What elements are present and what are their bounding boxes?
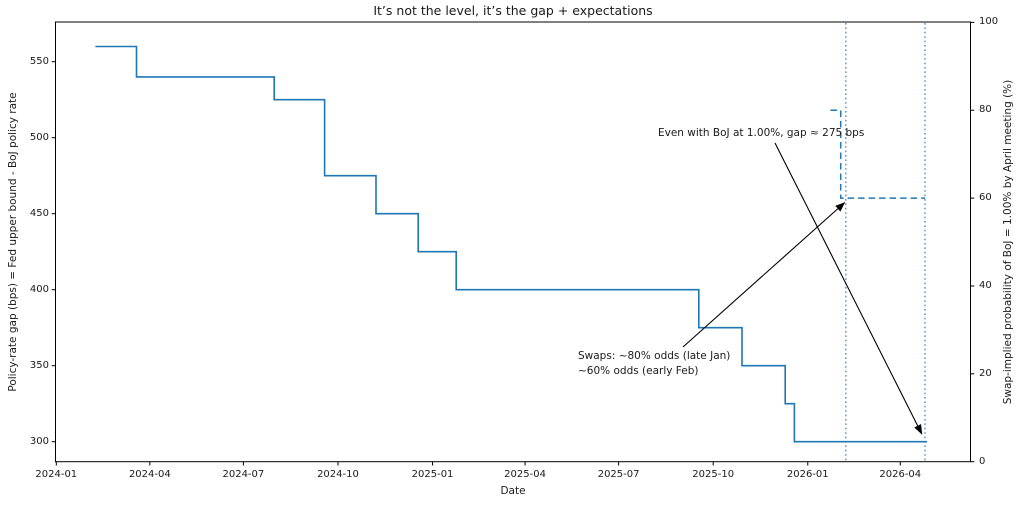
x-tick-label: 2024-10 xyxy=(317,469,359,480)
annotation-swap-odds-line1: Swaps: ~80% odds (late Jan) xyxy=(578,350,731,362)
y-left-tick-label: 350 xyxy=(29,359,49,371)
annotation-arrow xyxy=(682,202,846,348)
y-right-tick-label: 80 xyxy=(979,104,992,116)
y-left-tick-label: 400 xyxy=(29,283,49,295)
plot-border xyxy=(55,21,971,463)
y-right-tick-label: 20 xyxy=(979,367,992,379)
y-left-axis-label: Policy-rate gap (bps) = Fed upper bound … xyxy=(7,92,19,392)
y-right-tick-label: 100 xyxy=(979,16,999,28)
y-right-tick-label: 0 xyxy=(979,455,986,467)
y-left-tick-label: 550 xyxy=(29,55,49,67)
x-tick-label: 2025-10 xyxy=(692,469,735,480)
x-tick-label: 2025-01 xyxy=(411,469,454,480)
y-left-tick-label: 300 xyxy=(29,435,49,447)
x-tick-label: 2024-07 xyxy=(222,469,265,480)
x-tick-label: 2024-04 xyxy=(128,469,171,480)
y-right-tick-label: 40 xyxy=(979,279,992,291)
x-tick-label: 2025-07 xyxy=(597,469,640,480)
x-tick-label: 2026-01 xyxy=(786,469,829,480)
x-tick-label: 2026-04 xyxy=(879,469,922,480)
y-right-tick-label: 60 xyxy=(979,192,992,204)
annotation-swap-odds-line2: ~60% odds (early Feb) xyxy=(578,365,699,377)
annotation-gap-275bps: Even with BoJ at 1.00%, gap ≈ 275 bps xyxy=(658,127,865,139)
series-swap-probability-dashed xyxy=(830,109,925,199)
y-left-tick-label: 500 xyxy=(29,131,49,143)
y-right-axis-label: Swap-implied probability of BoJ = 1.00% … xyxy=(1002,79,1014,405)
x-tick-label: 2024-01 xyxy=(35,469,78,480)
chart-title: It’s not the level, it’s the gap + expec… xyxy=(373,3,653,18)
series-policy-gap-step xyxy=(95,45,927,443)
x-axis-label: Date xyxy=(500,485,526,497)
annotation-arrow xyxy=(774,142,923,435)
y-left-tick-label: 450 xyxy=(29,207,49,219)
x-tick-label: 2025-04 xyxy=(504,469,546,480)
annotation-swap-odds: Swaps: ~80% odds (late Jan) ~60% odds (e… xyxy=(578,349,730,379)
